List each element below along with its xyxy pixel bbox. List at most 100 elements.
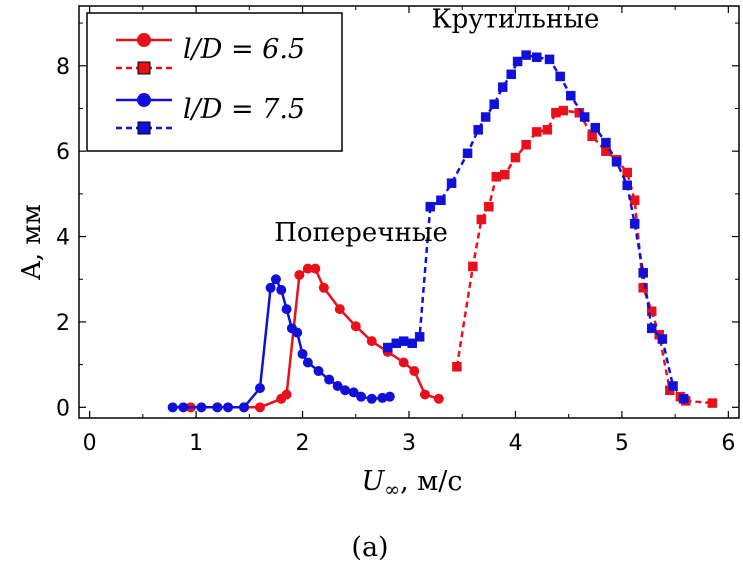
x-tick-label: 0 (83, 431, 97, 456)
data-point (497, 82, 508, 92)
data-point (332, 380, 343, 391)
x-axis-label: U∞, м/с (362, 466, 463, 501)
data-point (542, 125, 553, 135)
data-point (452, 362, 462, 372)
x-axis-unit: , м/с (400, 466, 462, 497)
data-point (601, 146, 611, 156)
series-red-square (452, 105, 718, 408)
data-point (646, 323, 657, 334)
y-tick-label: 4 (56, 226, 70, 251)
data-point (348, 387, 359, 398)
legend-marks (116, 33, 172, 135)
series-blue-square (382, 50, 689, 404)
data-point (384, 391, 395, 402)
data-point (638, 268, 648, 278)
data-point (500, 169, 510, 180)
data-point (297, 348, 308, 359)
x-tick-label: 5 (615, 431, 629, 456)
data-point (254, 383, 265, 394)
legend-marker-circle (137, 93, 151, 107)
legend-marker-square (137, 61, 151, 75)
data-point (377, 392, 388, 403)
data-point (646, 306, 657, 317)
ticks-layer: 0 1 2 3 4 5 6 0 2 4 6 8 (56, 6, 739, 456)
annotation-transverse: Поперечные (274, 218, 448, 248)
y-axis-label: A, мм (17, 204, 47, 281)
x-axis-subscript: ∞ (384, 479, 400, 501)
data-point (521, 140, 531, 150)
data-point (491, 172, 502, 182)
x-tick-label: 6 (721, 431, 735, 456)
data-point (409, 366, 420, 377)
data-point (510, 152, 521, 163)
data-point (587, 131, 597, 141)
data-point (356, 391, 367, 402)
data-point (473, 125, 483, 135)
data-point (302, 263, 313, 274)
data-point (531, 127, 542, 137)
data-point (294, 269, 305, 280)
legend-marker-circle (137, 33, 151, 47)
x-tick-label: 3 (402, 431, 416, 456)
data-point (555, 71, 565, 82)
data-point (276, 284, 287, 295)
data-point (611, 157, 622, 167)
data-point (468, 261, 478, 272)
data-point (178, 402, 189, 413)
data-point (590, 122, 601, 133)
y-tick-label: 6 (56, 140, 70, 165)
data-point (506, 69, 516, 80)
data-point (657, 334, 668, 344)
data-point (167, 402, 178, 413)
data-point (254, 402, 265, 413)
data-point (212, 402, 223, 413)
data-point (512, 56, 523, 67)
figure-caption: (a) (351, 532, 388, 563)
data-point (313, 366, 324, 377)
data-point (270, 274, 281, 285)
annotation-torsional: Крутильные (432, 4, 600, 34)
data-point (239, 402, 249, 413)
data-point (324, 374, 335, 385)
data-point (629, 195, 640, 206)
data-point (622, 180, 632, 191)
data-point (446, 178, 457, 188)
data-point (334, 304, 345, 315)
y-tick-label: 2 (56, 311, 70, 336)
data-point (265, 282, 276, 293)
data-point (480, 112, 491, 122)
data-point (668, 381, 678, 391)
data-point (476, 214, 487, 225)
data-point (521, 50, 531, 60)
data-point (638, 283, 648, 293)
data-point (340, 385, 351, 396)
data-point (707, 398, 718, 408)
data-point (292, 327, 303, 338)
data-point (398, 336, 409, 346)
data-point (544, 54, 555, 65)
series-blue-circle (167, 274, 395, 413)
data-point (462, 148, 473, 159)
data-point (531, 52, 542, 62)
legend: l/D = 6.5 l/D = 7.5 (86, 12, 343, 152)
data-point (484, 201, 494, 212)
legend-label-blue: l/D = 7.5 (183, 94, 305, 125)
data-point (558, 105, 569, 116)
data-point (310, 263, 321, 274)
data-point (622, 167, 632, 178)
data-point (566, 90, 576, 101)
series-layer (167, 50, 718, 413)
data-point (407, 338, 417, 349)
data-point (196, 402, 207, 413)
data-point (302, 357, 313, 368)
data-point (601, 137, 611, 148)
data-point (318, 282, 329, 293)
x-tick-label: 2 (296, 431, 310, 456)
data-point (366, 393, 377, 404)
data-point (433, 393, 444, 404)
data-point (436, 195, 446, 206)
data-point (579, 112, 590, 122)
data-point (281, 304, 292, 315)
y-tick-label: 8 (56, 55, 70, 80)
